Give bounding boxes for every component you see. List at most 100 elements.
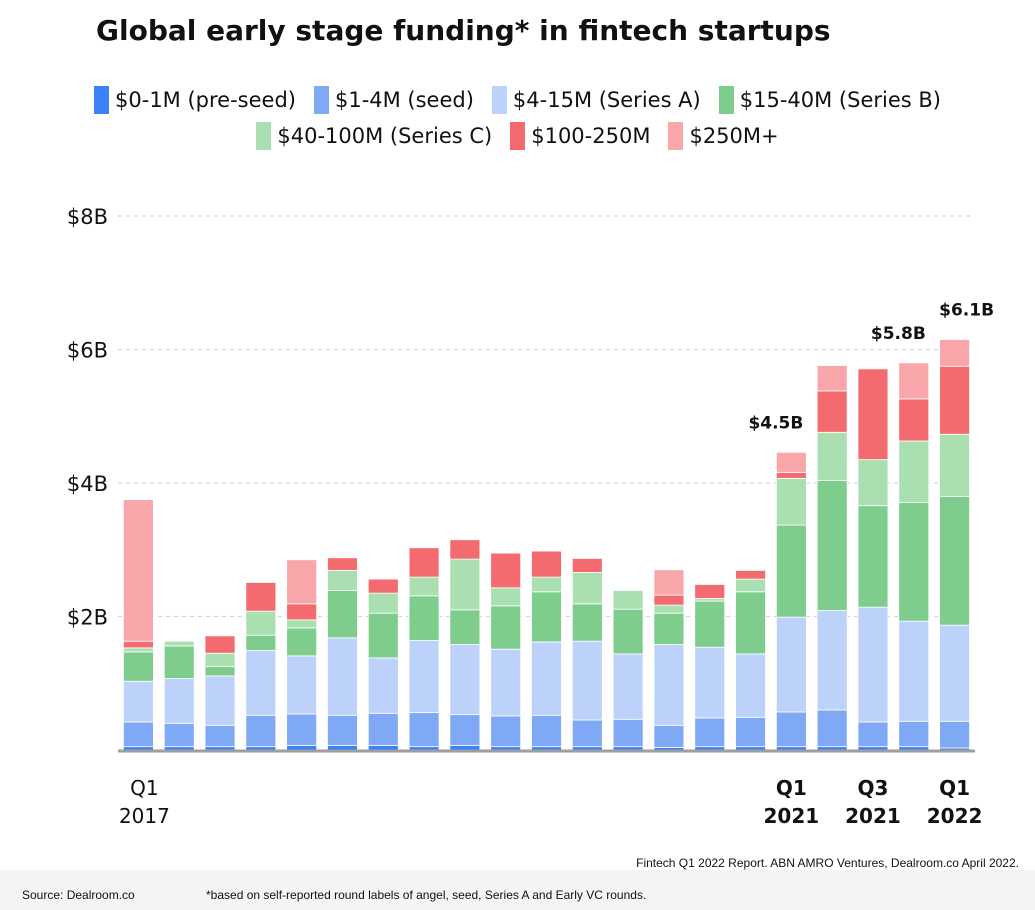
bar-segment <box>939 495 970 626</box>
bar-segment <box>327 570 358 591</box>
footnote: *based on self-reported round labels of … <box>206 888 647 902</box>
bar-segment <box>898 746 930 751</box>
legend-label: $100-250M <box>531 124 651 148</box>
legend-item: $1-4M (seed) <box>313 86 474 114</box>
bar-segment <box>898 362 930 400</box>
bar-segment <box>571 640 603 721</box>
bar-segment <box>612 590 644 610</box>
legend-swatch <box>313 86 329 114</box>
data-label: $4.5B <box>748 413 803 433</box>
bar-segment <box>775 746 807 751</box>
bar-segment <box>653 604 685 614</box>
bar-segment <box>408 712 440 748</box>
bar-segment <box>694 600 726 648</box>
bar-segment <box>816 610 848 711</box>
bar-segment <box>653 724 685 748</box>
bar-segment <box>123 680 154 723</box>
bar-segment <box>367 744 399 751</box>
y-tick-label: $6B <box>67 339 108 363</box>
bar-segment <box>286 744 318 751</box>
bar-segment <box>449 744 481 751</box>
bar-segment <box>123 647 154 653</box>
bar-segment <box>775 524 807 618</box>
legend-item: $15-40M (Series B) <box>718 86 941 114</box>
bar-segment <box>163 678 195 724</box>
bar-segment <box>898 398 930 442</box>
bar-segment <box>571 719 603 748</box>
legend-label: $0-1M (pre-seed) <box>115 88 296 112</box>
bar-segment <box>735 716 766 748</box>
legend-item: $40-100M (Series C) <box>256 122 492 150</box>
bar-segment <box>245 634 277 651</box>
x-tick-label: 2017 <box>119 804 170 828</box>
legend-row-2: $40-100M (Series C) $100-250M $250M+ <box>0 122 1035 150</box>
bar-segment <box>449 644 481 716</box>
bar-segment <box>286 655 318 715</box>
bar-segment <box>898 720 930 748</box>
bar-segment <box>490 746 522 751</box>
bar-segment <box>163 640 195 647</box>
legend-swatch <box>256 122 272 150</box>
bar-segment <box>735 591 766 655</box>
bar-segment <box>694 598 726 602</box>
bar-segment <box>939 624 970 722</box>
bar-segment <box>163 722 195 748</box>
legend-item: $4-15M (Series A) <box>491 86 701 114</box>
bar-segment <box>612 608 644 655</box>
bar-segment <box>816 390 848 433</box>
legend-label: $4-15M (Series A) <box>512 88 701 112</box>
x-tick-label: Q1 <box>939 776 970 800</box>
bar-segment <box>775 451 807 473</box>
bar-segment <box>123 746 154 751</box>
bar-segment <box>735 570 766 580</box>
legend-swatch <box>668 122 684 150</box>
bar-segment <box>408 547 440 578</box>
bar-segment <box>857 505 889 608</box>
bar-segment <box>327 744 358 751</box>
legend-item: $250M+ <box>668 122 779 150</box>
bar-segment <box>857 721 889 748</box>
bar-segment <box>531 746 562 751</box>
legend-label: $1-4M (seed) <box>334 88 474 112</box>
legend-swatch <box>94 86 110 114</box>
bar-segment <box>775 471 807 479</box>
bar-segment <box>694 717 726 748</box>
bar-segment <box>327 714 358 746</box>
bar-segment <box>694 746 726 751</box>
bar-segment <box>286 619 318 629</box>
bar-segment <box>775 477 807 526</box>
x-tick-label: Q1 <box>130 776 158 800</box>
legend-swatch <box>718 86 734 114</box>
legend-swatch <box>510 122 526 150</box>
bar-segment <box>531 714 562 748</box>
bar-segment <box>857 368 889 461</box>
legend-label: $250M+ <box>689 124 779 148</box>
stacked-bar-chart: $2B $4B $6B $8B Q1 2017 Q1 2021 Q3 2021 Q1 2022 $4.5… <box>67 205 994 828</box>
bar-segment <box>204 675 236 726</box>
bar-segment <box>898 620 930 722</box>
bar-segment <box>286 559 318 605</box>
bar-segment <box>204 724 236 748</box>
bar-segment <box>612 653 644 720</box>
bar-segment <box>367 712 399 746</box>
bar-segment <box>367 578 399 594</box>
bar-segment <box>408 746 440 751</box>
legend-label: $40-100M (Series C) <box>277 124 493 148</box>
bar-segment <box>939 720 970 749</box>
legend-item: $0-1M (pre-seed) <box>94 86 296 114</box>
bar-segment <box>571 572 603 605</box>
bar-segment <box>816 365 848 392</box>
x-tick-label: 2021 <box>764 804 820 828</box>
bar-segment <box>816 431 848 481</box>
bar-segment <box>612 718 644 748</box>
bar-segment <box>816 479 848 611</box>
bar-segment <box>857 746 889 751</box>
bar-segment <box>327 590 358 639</box>
bar-segment <box>286 603 318 621</box>
bar-segment <box>408 595 440 641</box>
bar-segment <box>898 501 930 622</box>
bar-segment <box>123 499 154 642</box>
legend-item: $100-250M <box>510 122 650 150</box>
bar-segment <box>245 714 277 748</box>
bar-segment <box>204 666 236 677</box>
